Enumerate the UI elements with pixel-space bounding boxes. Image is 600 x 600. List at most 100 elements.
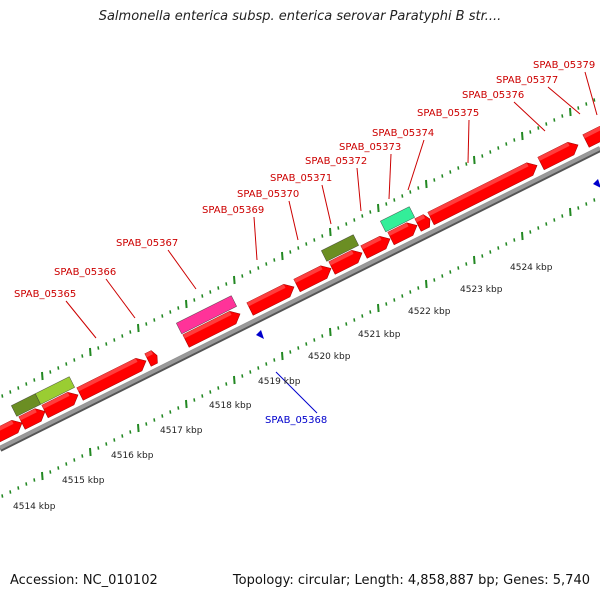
tick-mark	[297, 346, 300, 350]
tick-mark	[257, 266, 260, 270]
tick-mark	[1, 494, 4, 498]
tick-mark	[393, 198, 396, 202]
tick-mark	[137, 423, 140, 433]
tick-mark	[121, 334, 124, 338]
gene-arrow-shape	[582, 120, 600, 148]
tick-mark	[537, 126, 540, 130]
tick-mark	[89, 347, 92, 357]
tick-mark	[585, 202, 588, 206]
accession-label: Accession: NC_010102	[10, 573, 158, 588]
tick-mark	[161, 314, 164, 318]
gene-arrow-highlight	[182, 311, 232, 339]
gene-label: SPAB_05367	[116, 238, 178, 249]
tick-mark	[353, 318, 356, 322]
kbp-label: 4520 kbp	[308, 352, 351, 362]
tick-mark	[417, 186, 420, 190]
kbp-labels: 4514 kbp 4515 kbp 4516 kbp 4517 kbp 4518 kbp…	[13, 263, 553, 512]
gene-arrow-highlight	[0, 420, 14, 434]
tick-mark	[545, 122, 548, 126]
gene-label: SPAB_05370	[237, 189, 299, 200]
gene-arrow	[293, 265, 332, 293]
tick-mark	[577, 106, 580, 110]
tick-mark	[321, 234, 324, 238]
tick-mark	[513, 238, 516, 242]
gene-label: SPAB_05369	[202, 205, 264, 216]
gene-arrow	[537, 141, 579, 171]
gene-label: SPAB_05375	[417, 108, 479, 119]
tick-mark	[249, 270, 252, 274]
gene-arrow	[41, 391, 79, 419]
tick-mark	[505, 142, 508, 146]
tick-mark	[217, 286, 220, 290]
tick-mark	[329, 327, 332, 337]
tick-mark	[553, 218, 556, 222]
tick-mark	[257, 366, 260, 370]
feature-track	[11, 206, 415, 417]
tick-mark	[433, 278, 436, 282]
tick-mark	[153, 418, 156, 422]
tick-mark	[241, 374, 244, 378]
tick-mark	[185, 399, 188, 409]
gene-track	[0, 120, 600, 443]
gene-labels: SPAB_05365 SPAB_05366 SPAB_05367 SPAB_05368…	[14, 60, 595, 426]
tick-mark	[49, 370, 52, 374]
kbp-label: 4517 kbp	[160, 426, 203, 436]
tick-mark	[225, 282, 228, 286]
tick-mark	[145, 422, 148, 426]
tick-mark	[345, 222, 348, 226]
tick-mark	[81, 354, 84, 358]
tick-mark	[65, 462, 68, 466]
tick-mark	[1, 394, 4, 398]
lower-tick-track	[1, 198, 596, 498]
feature-box-shape	[321, 234, 359, 262]
gene-label: SPAB_05366	[54, 267, 116, 278]
gene-arrow-shape	[246, 283, 295, 316]
label-leader-line	[65, 300, 97, 339]
tick-mark	[313, 338, 316, 342]
feature-box	[176, 295, 237, 335]
tick-mark	[561, 214, 564, 218]
tick-mark	[465, 262, 468, 266]
tick-mark	[265, 262, 268, 266]
genome-summary: Topology: circular; Length: 4,858,887 bp…	[232, 573, 590, 588]
gene-arrow-shape	[0, 419, 23, 443]
tick-mark	[569, 207, 572, 217]
tick-mark	[441, 274, 444, 278]
tick-mark	[33, 478, 36, 482]
gene-arrow-highlight	[387, 222, 409, 236]
tick-mark	[225, 382, 228, 386]
tick-mark	[17, 486, 20, 490]
tick-mark	[361, 314, 364, 318]
gene-label: SPAB_05373	[339, 142, 401, 153]
gene-arrow-highlight	[293, 265, 323, 283]
tick-mark	[497, 146, 500, 150]
kbp-label: 4514 kbp	[13, 502, 56, 512]
tick-mark	[201, 394, 204, 398]
gene-arrow	[387, 222, 418, 246]
tick-mark	[233, 375, 236, 385]
genome-backbone	[0, 146, 600, 452]
tick-mark	[473, 255, 476, 265]
tick-mark	[481, 154, 484, 158]
tick-mark	[529, 230, 532, 234]
tick-mark	[481, 254, 484, 258]
tick-mark	[585, 102, 588, 106]
label-leader-line	[105, 278, 136, 319]
label-leader-line	[584, 71, 598, 116]
tick-mark	[113, 338, 116, 342]
upper-tick-track	[1, 98, 596, 398]
tick-mark	[161, 414, 164, 418]
tick-mark	[505, 242, 508, 246]
kbp-label: 4521 kbp	[358, 330, 401, 340]
gene-arrow-highlight	[246, 284, 286, 307]
tick-mark	[361, 214, 364, 218]
tick-mark	[57, 466, 60, 470]
tick-mark	[25, 482, 28, 486]
tick-mark	[401, 194, 404, 198]
tick-mark	[185, 299, 188, 309]
gene-arrow-highlight	[41, 392, 70, 409]
gene-arrow-shape	[41, 391, 79, 419]
tick-mark	[201, 294, 204, 298]
tick-mark	[289, 350, 292, 354]
